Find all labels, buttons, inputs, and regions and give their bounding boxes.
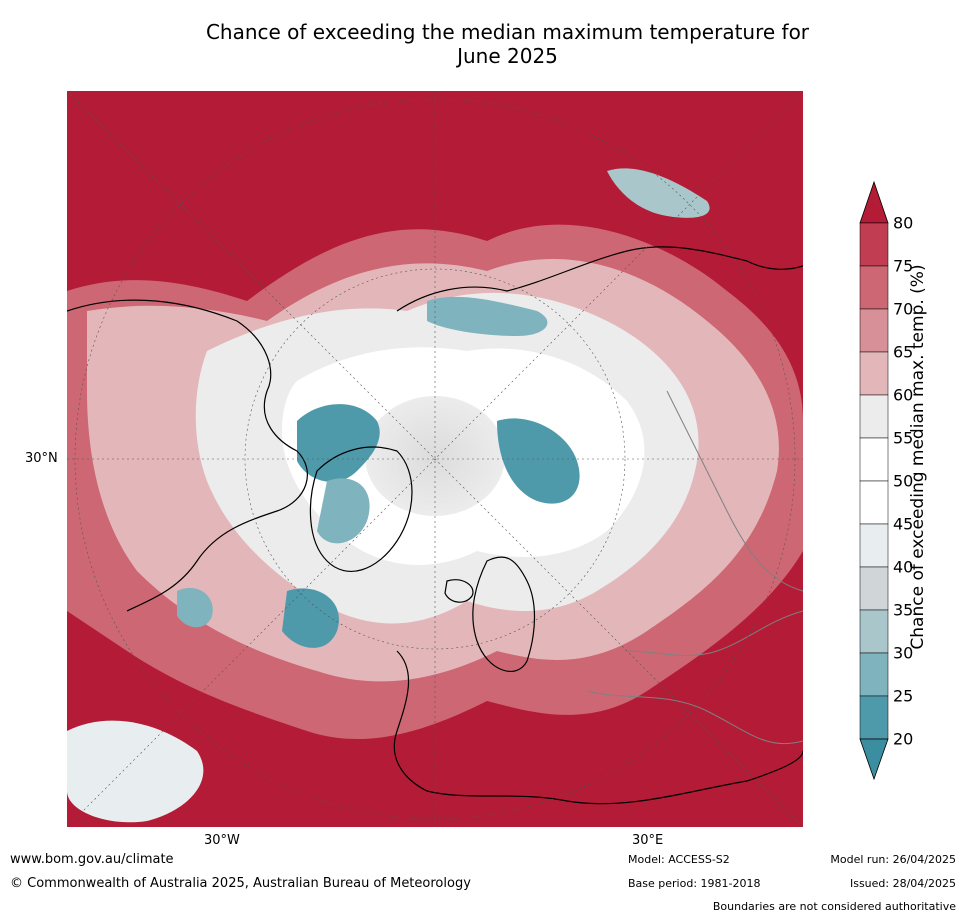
colorbar-segment — [859, 351, 889, 396]
footer-issued: Issued: 28/04/2025 — [849, 877, 956, 890]
light-patch-north-atlantic — [67, 720, 204, 823]
border-eurasia-2 — [626, 610, 803, 656]
chart-title: Chance of exceeding the median maximum t… — [0, 20, 965, 68]
colorbar-tick-label: 45 — [893, 514, 914, 534]
graticule — [67, 91, 803, 827]
teal-patch-alaska — [607, 168, 710, 218]
colorbar-tick-label: 50 — [893, 471, 914, 491]
colorbar-segment — [859, 480, 889, 525]
colorbar-segment — [859, 609, 889, 654]
colorbar-tick-label: 75 — [893, 256, 914, 276]
colorbar-segment — [859, 695, 889, 740]
parallel-inner — [244, 268, 626, 650]
colorbar-extend-top — [859, 180, 889, 224]
teal-patch-atlantic — [282, 588, 339, 648]
coast-greenland — [309, 446, 413, 572]
footer-disclaimer: Boundaries are not considered authoritat… — [712, 900, 956, 913]
colorbar-tick-label: 35 — [893, 600, 914, 620]
footer-base-period: Base period: 1981-2018 — [628, 877, 761, 890]
colorbar-segment — [859, 222, 889, 267]
country-borders — [586, 390, 803, 745]
teal-patch-canada — [297, 404, 380, 482]
colorbar-tick-label: 20 — [893, 729, 914, 749]
colorbar-segment — [859, 437, 889, 482]
colorbar-label: Chance of exceeding median max. temp. (%… — [908, 264, 928, 650]
colorbar-segment — [859, 308, 889, 353]
border-russia — [666, 390, 803, 592]
colorbar-tick-label: 55 — [893, 428, 914, 448]
colorbar-segment — [859, 523, 889, 568]
lon-label-30e: 30°E — [632, 833, 664, 848]
colorbar-tick-label: 40 — [893, 557, 914, 577]
colorbar-segment — [859, 652, 889, 697]
colorbar-tick-label: 60 — [893, 385, 914, 405]
coastlines — [67, 246, 803, 805]
colorbar-tick-label: 65 — [893, 342, 914, 362]
colorbar-segment — [859, 394, 889, 439]
coast-eurasia-arctic — [396, 246, 803, 312]
colorbar-tick-label: 30 — [893, 643, 914, 663]
coast-canada — [67, 299, 308, 612]
teal-patch-pacific — [177, 587, 213, 628]
colorbar-extend-bottom — [859, 738, 889, 781]
probability-map — [67, 91, 803, 827]
teal-patch-greenland-sea — [317, 478, 370, 544]
coast-europe — [393, 650, 803, 805]
meridian-diag-2 — [67, 91, 803, 827]
title-line-2: June 2025 — [457, 44, 558, 68]
lat-label-30n: 30°N — [25, 451, 58, 466]
colorbar-tick-label: 80 — [893, 213, 914, 233]
footer-copyright: © Commonwealth of Australia 2025, Austra… — [10, 876, 471, 891]
teal-patch-siberia — [427, 296, 548, 336]
colorbar-segment — [859, 265, 889, 310]
teal-patch-scandinavia — [497, 418, 580, 504]
border-eurasia-1 — [586, 690, 803, 745]
colorbar — [859, 180, 889, 781]
title-line-1: Chance of exceeding the median maximum t… — [205, 20, 810, 44]
colorbar-tick-label: 25 — [893, 686, 914, 706]
footer-model: Model: ACCESS-S2 — [628, 853, 730, 866]
colorbar-tick-label: 70 — [893, 299, 914, 319]
colorbar-segment — [859, 566, 889, 611]
footer-model-run: Model run: 26/04/2025 — [830, 853, 956, 866]
parallel-outer — [74, 98, 796, 820]
coast-iceland — [444, 579, 474, 603]
footer-website: www.bom.gov.au/climate — [10, 852, 174, 867]
lon-label-30w: 30°W — [204, 833, 240, 848]
coast-scandinavia — [472, 556, 536, 672]
